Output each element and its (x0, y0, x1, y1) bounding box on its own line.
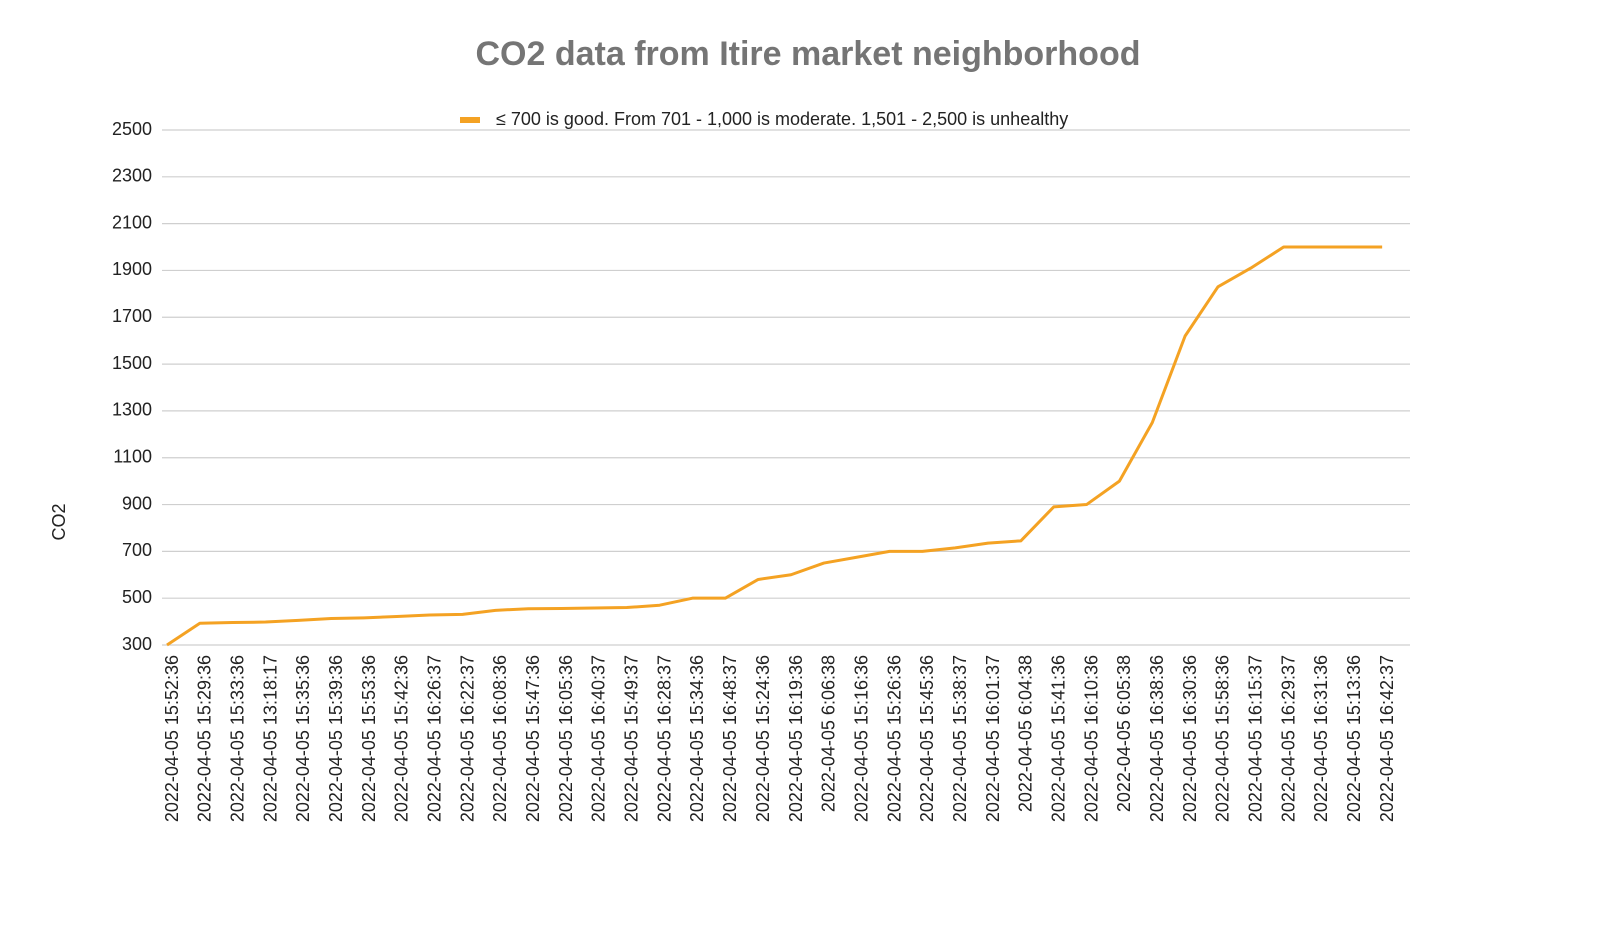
x-tick-label: 2022-04-05 16:10:36 (1081, 655, 1101, 822)
x-tick-label: 2022-04-05 15:24:36 (753, 655, 773, 822)
x-tick-label: 2022-04-05 16:30:36 (1180, 655, 1200, 822)
y-tick-label: 2300 (112, 166, 152, 186)
y-tick-label: 2100 (112, 212, 152, 232)
x-tick-label: 2022-04-05 15:39:36 (326, 655, 346, 822)
y-tick-label: 1300 (112, 400, 152, 420)
legend-swatch (460, 117, 480, 123)
x-tick-label: 2022-04-05 15:58:36 (1213, 655, 1233, 822)
y-tick-label: 300 (122, 634, 152, 654)
x-tick-label: 2022-04-05 13:18:17 (260, 655, 280, 822)
x-tick-label: 2022-04-05 16:38:36 (1147, 655, 1167, 822)
x-tick-label: 2022-04-05 16:05:36 (556, 655, 576, 822)
x-tick-label: 2022-04-05 15:42:36 (392, 655, 412, 822)
x-tick-label: 2022-04-05 15:16:36 (851, 655, 871, 822)
y-tick-label: 700 (122, 540, 152, 560)
x-tick-label: 2022-04-05 16:15:37 (1246, 655, 1266, 822)
x-tick-label: 2022-04-05 16:08:36 (490, 655, 510, 822)
legend-label: ≤ 700 is good. From 701 - 1,000 is moder… (496, 109, 1068, 129)
x-tick-label: 2022-04-05 16:19:36 (786, 655, 806, 822)
x-tick-label: 2022-04-05 15:35:36 (293, 655, 313, 822)
x-tick-label: 2022-04-05 15:47:36 (523, 655, 543, 822)
x-tick-label: 2022-04-05 15:41:36 (1048, 655, 1068, 822)
x-tick-label: 2022-04-05 15:13:36 (1344, 655, 1364, 822)
x-tick-label: 2022-04-05 16:29:37 (1278, 655, 1298, 822)
x-tick-label: 2022-04-05 15:34:36 (687, 655, 707, 822)
y-tick-label: 1700 (112, 306, 152, 326)
x-tick-label: 2022-04-05 6:04:38 (1016, 655, 1036, 812)
x-tick-label: 2022-04-05 16:42:37 (1377, 655, 1397, 822)
x-tick-label: 2022-04-05 15:52:36 (162, 655, 182, 822)
x-tick-label: 2022-04-05 16:26:37 (424, 655, 444, 822)
x-tick-label: 2022-04-05 15:38:37 (950, 655, 970, 822)
x-tick-label: 2022-04-05 16:48:37 (720, 655, 740, 822)
x-tick-label: 2022-04-05 6:05:38 (1114, 655, 1134, 812)
y-tick-label: 900 (122, 493, 152, 513)
x-tick-label: 2022-04-05 16:01:37 (983, 655, 1003, 822)
y-tick-label: 1500 (112, 353, 152, 373)
x-tick-label: 2022-04-05 15:33:36 (227, 655, 247, 822)
x-tick-label: 2022-04-05 15:45:36 (917, 655, 937, 822)
x-tick-label: 2022-04-05 16:40:37 (589, 655, 609, 822)
x-tick-label: 2022-04-05 6:06:38 (819, 655, 839, 812)
y-tick-label: 1900 (112, 259, 152, 279)
y-tick-label: 500 (122, 587, 152, 607)
x-tick-label: 2022-04-05 15:26:36 (884, 655, 904, 822)
x-tick-label: 2022-04-05 16:22:37 (457, 655, 477, 822)
y-tick-label: 2500 (112, 119, 152, 139)
y-tick-label: 1100 (113, 446, 152, 466)
y-axis-label: CO2 (49, 503, 69, 540)
x-tick-label: 2022-04-05 16:31:36 (1311, 655, 1331, 822)
x-tick-label: 2022-04-05 15:53:36 (359, 655, 379, 822)
x-tick-label: 2022-04-05 15:49:37 (622, 655, 642, 822)
chart-title: CO2 data from Itire market neighborhood (476, 35, 1141, 73)
x-tick-label: 2022-04-05 15:29:36 (195, 655, 215, 822)
data-line (166, 245, 1383, 647)
x-tick-label: 2022-04-05 16:28:37 (654, 655, 674, 822)
